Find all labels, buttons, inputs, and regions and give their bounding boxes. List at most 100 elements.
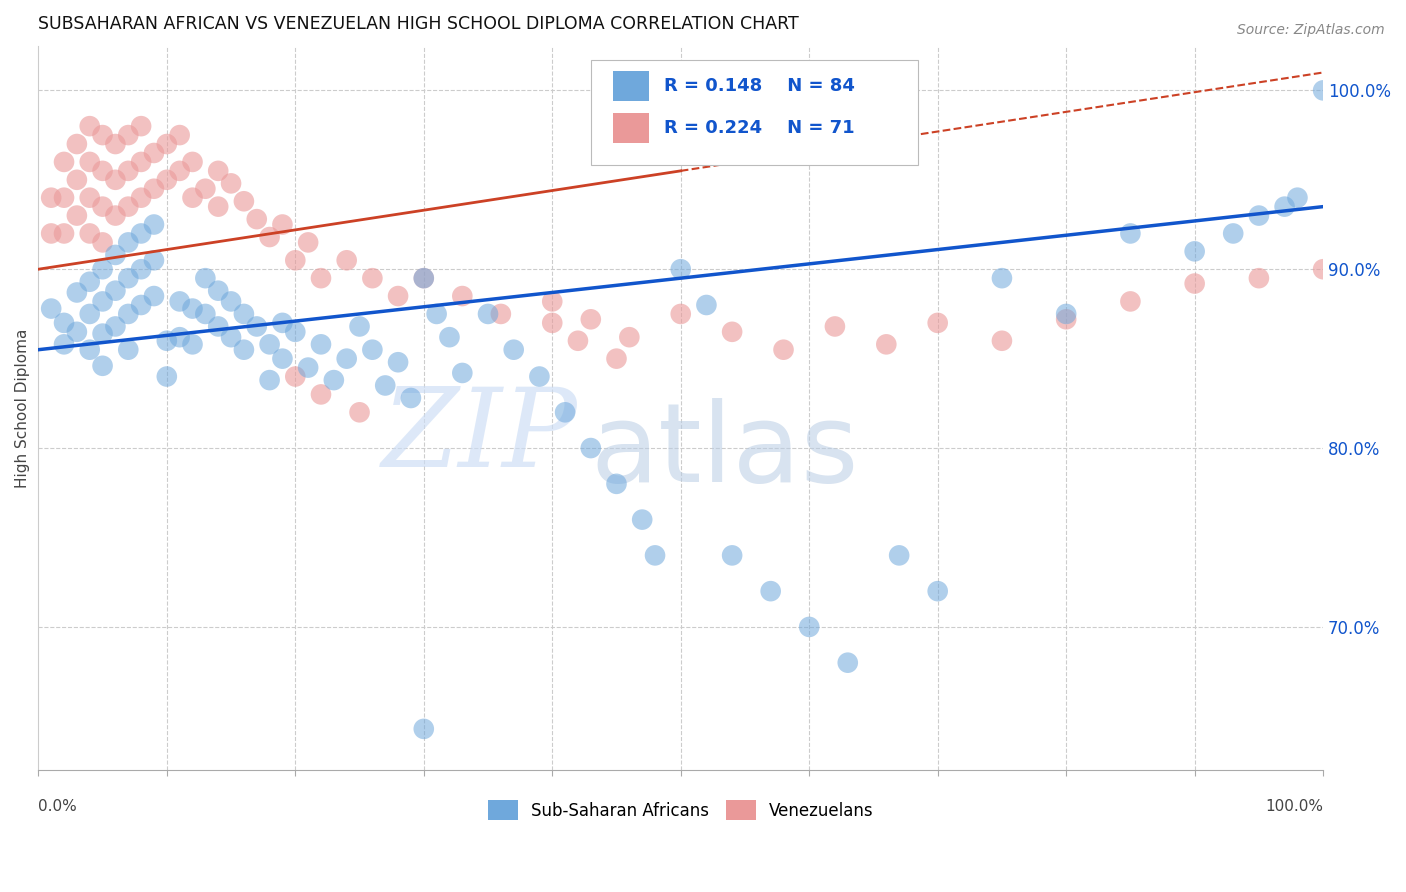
FancyBboxPatch shape	[613, 113, 648, 144]
Point	[129, 155, 152, 169]
Point	[579, 441, 602, 455]
Point	[91, 359, 114, 373]
Point	[53, 316, 76, 330]
Point	[1247, 209, 1270, 223]
Point	[129, 119, 152, 133]
Point	[219, 294, 242, 309]
Point	[399, 391, 422, 405]
Point	[219, 330, 242, 344]
FancyBboxPatch shape	[591, 60, 918, 165]
Point	[554, 405, 576, 419]
Point	[66, 209, 89, 223]
Point	[541, 316, 564, 330]
Point	[824, 319, 846, 334]
Point	[104, 209, 127, 223]
Point	[104, 136, 127, 151]
Point	[104, 319, 127, 334]
Text: ZIP: ZIP	[382, 383, 578, 491]
Point	[104, 173, 127, 187]
Point	[387, 355, 409, 369]
Point	[117, 128, 139, 142]
Point	[117, 200, 139, 214]
Point	[772, 343, 794, 357]
Point	[181, 337, 204, 351]
Point	[232, 343, 254, 357]
Point	[259, 337, 281, 351]
Point	[143, 218, 166, 232]
Point	[181, 155, 204, 169]
Point	[219, 177, 242, 191]
Point	[66, 173, 89, 187]
Point	[104, 248, 127, 262]
Point	[309, 271, 332, 285]
Point	[477, 307, 499, 321]
Point	[117, 235, 139, 250]
Point	[721, 325, 744, 339]
Point	[889, 549, 911, 563]
Point	[502, 343, 524, 357]
Point	[284, 253, 307, 268]
Point	[91, 200, 114, 214]
Point	[91, 235, 114, 250]
Y-axis label: High School Diploma: High School Diploma	[15, 328, 30, 488]
Text: SUBSAHARAN AFRICAN VS VENEZUELAN HIGH SCHOOL DIPLOMA CORRELATION CHART: SUBSAHARAN AFRICAN VS VENEZUELAN HIGH SC…	[38, 15, 799, 33]
Point	[53, 227, 76, 241]
Point	[181, 301, 204, 316]
Point	[156, 334, 179, 348]
Point	[194, 271, 217, 285]
Point	[1054, 312, 1077, 326]
Point	[246, 319, 269, 334]
Text: atlas: atlas	[591, 398, 859, 505]
Point	[361, 343, 384, 357]
Point	[117, 307, 139, 321]
Point	[1119, 294, 1142, 309]
Point	[412, 271, 434, 285]
Point	[259, 230, 281, 244]
Point	[1054, 307, 1077, 321]
Point	[284, 325, 307, 339]
Point	[79, 343, 101, 357]
Point	[1184, 244, 1206, 259]
Point	[91, 164, 114, 178]
Point	[259, 373, 281, 387]
Point	[991, 334, 1014, 348]
Point	[207, 164, 229, 178]
Point	[194, 307, 217, 321]
Point	[875, 337, 897, 351]
Point	[129, 262, 152, 277]
Point	[412, 271, 434, 285]
Point	[91, 262, 114, 277]
Point	[309, 337, 332, 351]
Point	[246, 212, 269, 227]
Text: R = 0.224    N = 71: R = 0.224 N = 71	[664, 119, 855, 136]
Point	[567, 334, 589, 348]
Point	[309, 387, 332, 401]
Point	[79, 307, 101, 321]
Point	[322, 373, 344, 387]
Point	[759, 584, 782, 599]
Point	[1286, 191, 1309, 205]
Point	[605, 351, 627, 366]
Point	[1312, 262, 1334, 277]
Point	[644, 549, 666, 563]
Point	[297, 235, 319, 250]
Point	[1222, 227, 1244, 241]
Point	[169, 128, 191, 142]
Point	[579, 312, 602, 326]
Point	[143, 182, 166, 196]
Point	[927, 316, 949, 330]
Point	[619, 330, 641, 344]
Point	[169, 330, 191, 344]
Point	[374, 378, 396, 392]
Point	[91, 294, 114, 309]
Text: 0.0%: 0.0%	[38, 799, 77, 814]
Point	[117, 164, 139, 178]
Point	[53, 337, 76, 351]
Point	[129, 191, 152, 205]
Point	[927, 584, 949, 599]
Point	[631, 513, 654, 527]
Point	[412, 722, 434, 736]
Point	[39, 227, 62, 241]
Point	[156, 173, 179, 187]
Point	[169, 294, 191, 309]
